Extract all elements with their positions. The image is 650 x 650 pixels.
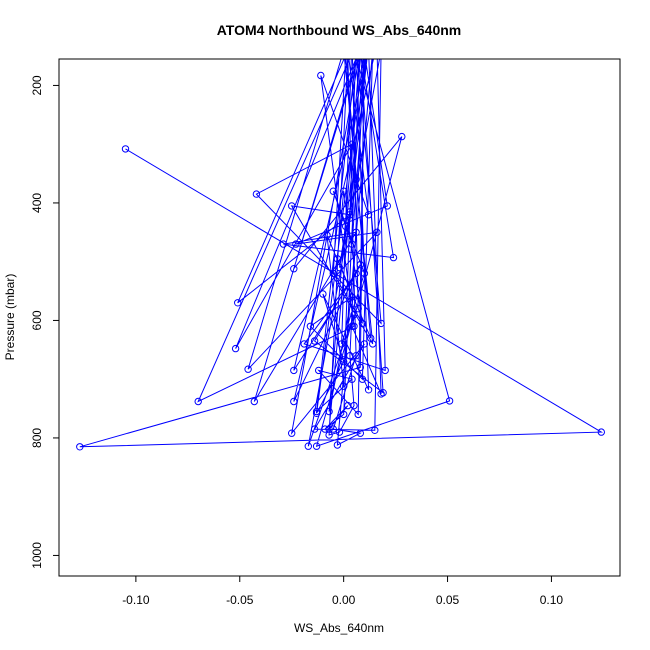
data-point	[356, 260, 364, 269]
data-point	[350, 322, 358, 330]
y-axis-label: Pressure (mbar)	[3, 274, 17, 361]
plot-area	[76, 59, 605, 451]
data-point	[194, 397, 202, 406]
data-point	[377, 319, 385, 328]
data-point	[356, 429, 364, 437]
data-point	[356, 363, 364, 372]
points-layer	[76, 59, 605, 451]
data-point	[290, 366, 298, 375]
data-point	[279, 240, 288, 248]
data-point	[342, 222, 350, 231]
data-point	[234, 299, 242, 307]
data-point	[329, 425, 337, 433]
data-point	[377, 390, 385, 398]
data-point	[76, 443, 84, 451]
data-point	[348, 375, 356, 383]
data-point	[323, 231, 331, 240]
data-point	[354, 305, 362, 313]
data-point	[352, 269, 360, 278]
data-point	[350, 310, 358, 319]
data-point	[360, 269, 369, 278]
x-tick-label: 0.10	[540, 593, 564, 607]
data-point	[371, 426, 379, 434]
data-point	[340, 357, 348, 366]
data-point	[358, 375, 367, 383]
data-point	[340, 187, 348, 195]
data-point	[244, 365, 252, 373]
data-point	[364, 386, 373, 394]
data-point	[379, 389, 387, 397]
data-point	[335, 428, 344, 436]
data-point	[335, 263, 344, 272]
data-point	[300, 340, 308, 348]
data-point	[319, 290, 327, 298]
data-point	[346, 352, 354, 360]
data-point	[597, 428, 605, 436]
x-tick-label: 0.00	[332, 593, 356, 607]
plot-frame	[58, 58, 621, 577]
data-point	[250, 397, 259, 406]
data-point	[290, 397, 298, 406]
data-point	[310, 425, 319, 433]
data-point	[312, 409, 321, 417]
series-layer	[79, 59, 604, 448]
data-point	[329, 187, 337, 195]
y-tick-label: 400	[30, 193, 44, 213]
data-point	[304, 442, 312, 450]
data-point	[333, 441, 342, 449]
series-line	[79, 59, 604, 448]
data-point	[348, 140, 356, 148]
data-point	[333, 255, 342, 263]
data-point	[389, 253, 398, 262]
y-tick-label: 800	[30, 428, 44, 448]
data-point	[348, 322, 356, 330]
y-tick-label: 1000	[30, 542, 44, 569]
data-point	[337, 340, 346, 348]
data-point	[292, 240, 300, 248]
data-point	[340, 382, 348, 390]
data-point	[231, 344, 240, 353]
x-axis-label: WS_Abs_640nm	[294, 621, 384, 635]
data-point	[350, 401, 358, 410]
data-point	[310, 337, 319, 345]
data-point	[340, 410, 348, 419]
data-point	[290, 265, 298, 273]
data-point	[329, 269, 337, 278]
data-point	[321, 425, 329, 433]
data-point	[312, 442, 321, 450]
data-point	[252, 190, 261, 198]
data-point	[288, 202, 296, 210]
data-point	[383, 202, 391, 210]
y-tick-label: 600	[30, 310, 44, 330]
data-point	[352, 175, 360, 184]
x-tick-label: 0.05	[436, 593, 460, 607]
data-point	[306, 322, 315, 330]
data-point	[346, 211, 354, 219]
data-point	[373, 228, 381, 237]
data-point	[360, 340, 369, 348]
data-point	[398, 132, 406, 141]
data-point	[367, 334, 375, 342]
data-point	[325, 431, 333, 439]
x-tick-label: -0.10	[122, 593, 150, 607]
data-point	[315, 366, 323, 375]
y-tick-label: 200	[30, 75, 44, 95]
data-point	[288, 429, 296, 437]
data-point	[364, 211, 373, 219]
data-point	[354, 410, 362, 419]
data-point	[348, 240, 356, 248]
data-point	[346, 208, 354, 216]
data-point	[325, 407, 333, 416]
x-tick-label: -0.05	[226, 593, 254, 607]
data-point	[381, 366, 389, 375]
data-point	[348, 293, 356, 301]
chart-title: ATOM4 Northbound WS_Abs_640nm	[217, 22, 462, 38]
data-point	[358, 319, 367, 328]
data-point	[352, 228, 360, 237]
data-point	[445, 397, 454, 405]
data-point	[121, 145, 130, 153]
data-point	[317, 71, 325, 80]
